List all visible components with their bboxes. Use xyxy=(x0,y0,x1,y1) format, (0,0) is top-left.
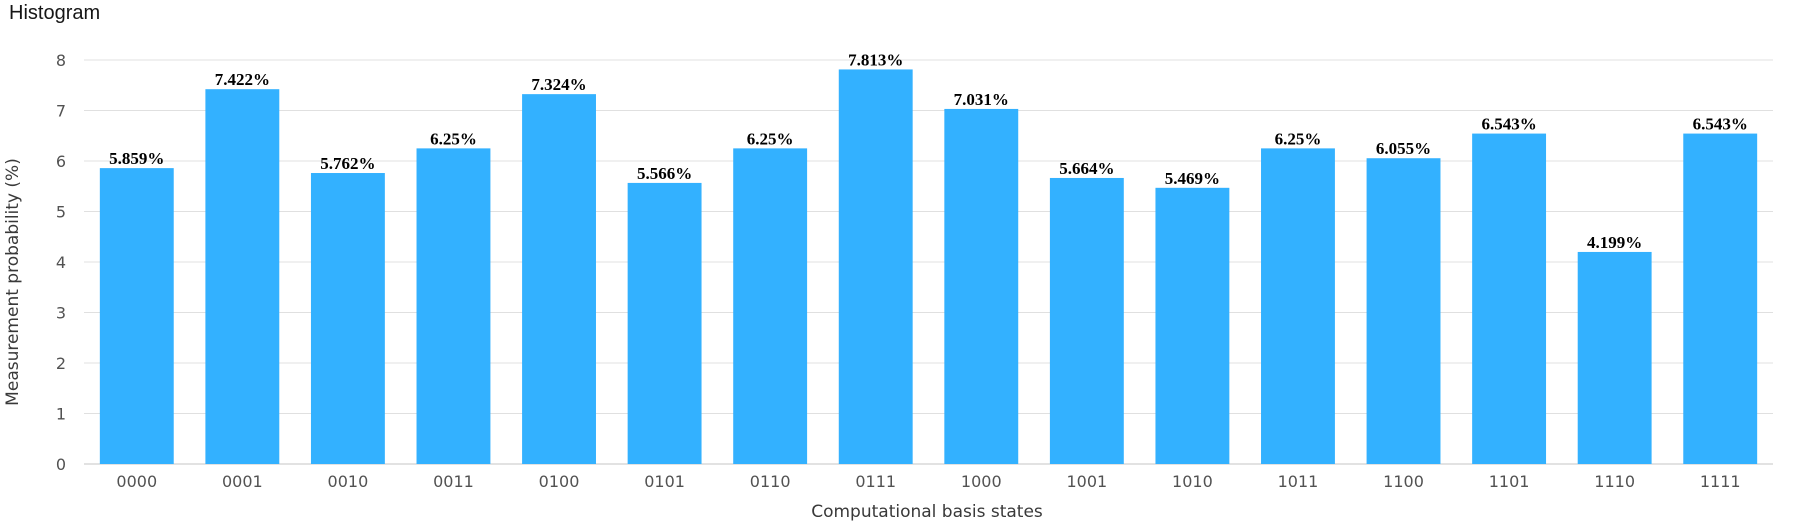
data-label-1101: 6.543% xyxy=(1481,115,1536,134)
y-axis-label: Measurement probability (%) xyxy=(3,158,23,406)
x-tick-label-0111: 0111 xyxy=(855,472,896,491)
x-tick-label-0011: 0011 xyxy=(433,472,474,491)
x-tick-label-1001: 1001 xyxy=(1066,472,1107,491)
data-label-0011: 6.25% xyxy=(430,129,477,148)
x-tick-label-1110: 1110 xyxy=(1594,472,1635,491)
y-tick-label: 5 xyxy=(56,203,66,222)
x-axis-label: Computational basis states xyxy=(811,502,1043,522)
y-tick-label: 4 xyxy=(56,253,66,272)
data-label-1000: 7.031% xyxy=(954,90,1009,109)
x-axis-ticks: 0000 0001 0010 0011 0100 0101 0110 0111 1000 1001… xyxy=(116,472,1740,491)
bar-1100[interactable] xyxy=(1366,158,1441,464)
bar-0111[interactable] xyxy=(838,69,913,465)
bar-0001[interactable] xyxy=(205,89,280,465)
data-label-1001: 5.664% xyxy=(1059,159,1114,178)
data-label-0110: 6.25% xyxy=(747,129,794,148)
x-tick-label-1111: 1111 xyxy=(1700,472,1741,491)
x-tick-label-0001: 0001 xyxy=(222,472,263,491)
data-label-1011: 6.25% xyxy=(1275,129,1322,148)
x-tick-label-1010: 1010 xyxy=(1172,472,1213,491)
x-tick-label-0000: 0000 xyxy=(116,472,157,491)
x-tick-label-0100: 0100 xyxy=(539,472,580,491)
bars xyxy=(99,69,1758,465)
x-tick-label-1100: 1100 xyxy=(1383,472,1424,491)
bar-1111[interactable] xyxy=(1683,133,1758,465)
bar-1010[interactable] xyxy=(1155,187,1230,465)
y-axis-ticks: 0 1 2 3 4 5 6 7 8 xyxy=(56,51,66,474)
bar-0011[interactable] xyxy=(416,148,491,464)
data-label-1110: 4.199% xyxy=(1587,233,1642,252)
x-tick-label-0010: 0010 xyxy=(328,472,369,491)
data-label-1100: 6.055% xyxy=(1376,139,1431,158)
data-labels: 5.859% 7.422% 5.762% 6.25% 7.324% 5.566% 6.25%… xyxy=(109,50,1748,252)
x-tick-label-0101: 0101 xyxy=(644,472,685,491)
data-label-1010: 5.469% xyxy=(1165,169,1220,188)
data-label-0000: 5.859% xyxy=(109,149,164,168)
data-label-0001: 7.422% xyxy=(215,70,270,89)
x-tick-label-1011: 1011 xyxy=(1278,472,1319,491)
x-tick-label-1101: 1101 xyxy=(1489,472,1530,491)
data-label-0010: 5.762% xyxy=(320,154,375,173)
y-tick-label: 1 xyxy=(56,405,66,424)
bar-0010[interactable] xyxy=(310,173,385,465)
bar-1000[interactable] xyxy=(944,108,1019,464)
data-label-1111: 6.543% xyxy=(1693,115,1748,134)
chart-title: Histogram xyxy=(9,2,101,24)
bar-1101[interactable] xyxy=(1472,133,1547,465)
bar-1001[interactable] xyxy=(1049,177,1124,464)
y-tick-label: 3 xyxy=(56,304,66,323)
x-tick-label-0110: 0110 xyxy=(750,472,791,491)
bar-0000[interactable] xyxy=(99,168,174,465)
x-tick-label-1000: 1000 xyxy=(961,472,1002,491)
y-tick-label: 0 xyxy=(56,455,66,474)
bar-0100[interactable] xyxy=(522,94,596,464)
data-label-0111: 7.813% xyxy=(848,50,903,69)
y-tick-label: 2 xyxy=(56,354,66,373)
data-label-0101: 5.566% xyxy=(637,164,692,183)
y-tick-label: 7 xyxy=(56,102,66,121)
bar-1110[interactable] xyxy=(1577,251,1652,464)
bar-1011[interactable] xyxy=(1261,148,1335,464)
bar-0101[interactable] xyxy=(627,182,702,465)
y-tick-label: 8 xyxy=(56,51,66,70)
bar-0110[interactable] xyxy=(733,148,808,464)
data-label-0100: 7.324% xyxy=(531,75,586,94)
y-tick-label: 6 xyxy=(56,152,66,171)
